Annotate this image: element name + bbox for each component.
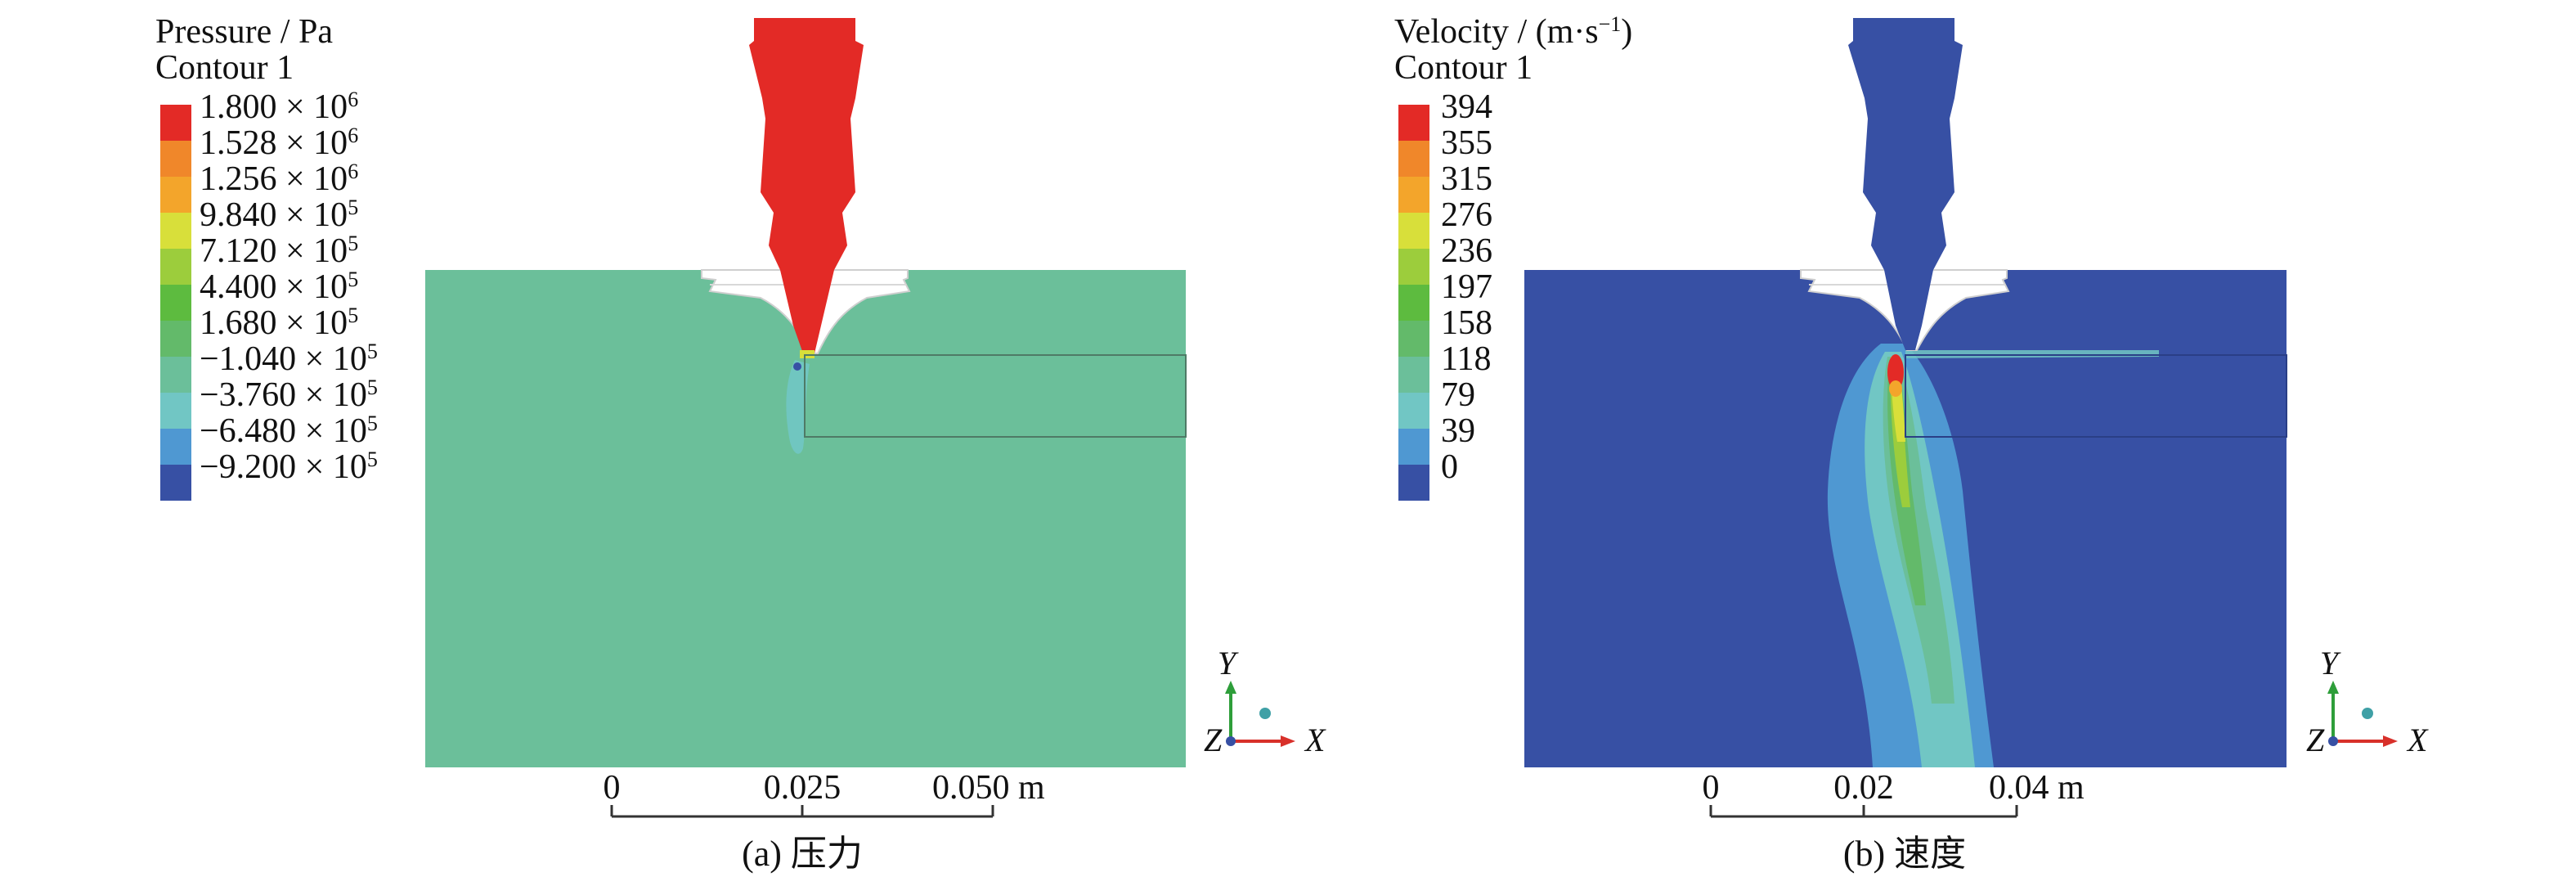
velocity-legend-title: Velocity / (m·s−1) (1394, 12, 1632, 51)
velocity-caption: (b) 速度 (1843, 834, 1966, 874)
triad-x-label: X (2406, 722, 2429, 758)
colorbar-label: −1.040 × 105 (200, 340, 378, 378)
triad-y-label: Y (2320, 645, 2341, 681)
triad-dot (2362, 708, 2373, 719)
colorbar-swatch (1398, 213, 1429, 249)
pressure-panel: Pressure / Pa Contour 1 1.800 × 1061.528… (155, 13, 1326, 874)
colorbar-label: 4.400 × 105 (200, 268, 358, 306)
colorbar-swatch (160, 213, 191, 249)
scale-tick-label: 0 (1703, 769, 1720, 807)
colorbar-swatch (160, 321, 191, 357)
colorbar-label: 118 (1441, 340, 1491, 378)
colorbar-label: 9.840 × 105 (200, 196, 358, 234)
colorbar-label: 1.800 × 106 (200, 88, 358, 126)
colorbar-swatch (160, 285, 191, 321)
pressure-wake (786, 360, 810, 454)
colorbar-swatch (1398, 357, 1429, 393)
velocity-hotspot (1887, 354, 1904, 390)
scale-tick-label: 0.050 m (932, 769, 1045, 807)
colorbar-label: 79 (1441, 376, 1475, 414)
colorbar-swatch (1398, 393, 1429, 429)
colorbar-label: −3.760 × 105 (200, 376, 378, 414)
velocity-legend: Velocity / (m·s−1) Contour 1 39435531527… (1394, 12, 1632, 501)
triad-x-arrow (1281, 735, 1295, 747)
colorbar-swatch (160, 465, 191, 501)
pressure-legend: Pressure / Pa Contour 1 1.800 × 1061.528… (155, 13, 378, 501)
colorbar-label: 236 (1441, 232, 1492, 270)
colorbar-swatch (160, 141, 191, 177)
colorbar-label: 0 (1441, 448, 1458, 486)
colorbar-label: 197 (1441, 268, 1492, 306)
colorbar-swatch (1398, 249, 1429, 285)
colorbar-label: −6.480 × 105 (200, 412, 378, 450)
colorbar-label: 315 (1441, 160, 1492, 198)
colorbar-swatch (160, 429, 191, 465)
triad-y-label: Y (1218, 645, 1239, 681)
colorbar-label: 1.256 × 106 (200, 160, 358, 198)
scale-tick-label: 0.025 (764, 769, 841, 807)
pressure-legend-title: Pressure / Pa (155, 13, 333, 51)
velocity-panel: Velocity / (m·s−1) Contour 1 39435531527… (1394, 12, 2429, 874)
velocity-scale-bar: 0 0.02 0.04 m (1703, 769, 2085, 818)
colorbar-swatch (160, 105, 191, 141)
triad-y-arrow (2327, 681, 2339, 694)
triad-origin (1226, 736, 1236, 746)
pressure-caption: (a) 压力 (742, 834, 863, 874)
scale-tick-label: 0.04 m (1989, 769, 2085, 807)
colorbar-swatch (1398, 285, 1429, 321)
velocity-hotspot-rim (1889, 380, 1902, 397)
colorbar-swatch (1398, 321, 1429, 357)
colorbar-label: 394 (1441, 88, 1492, 126)
colorbar-swatch (160, 249, 191, 285)
colorbar-swatch (160, 357, 191, 393)
colorbar-swatch (160, 393, 191, 429)
pressure-scale-bar: 0 0.025 0.050 m (604, 769, 1045, 818)
colorbar-swatch (1398, 177, 1429, 213)
colorbar-label: −9.200 × 105 (200, 447, 378, 486)
colorbar-label: 7.120 × 105 (200, 232, 358, 270)
colorbar-swatch (160, 177, 191, 213)
scale-tick-label: 0 (604, 769, 621, 807)
velocity-domain (1524, 18, 2287, 767)
triad-z-label: Z (2306, 722, 2325, 758)
pressure-jet (749, 18, 864, 353)
pressure-workpiece (804, 354, 1187, 438)
velocity-axis-triad: Y X Z (2306, 645, 2429, 758)
triad-x-arrow (2383, 735, 2398, 747)
pressure-legend-subtitle: Contour 1 (155, 49, 294, 87)
colorbar-swatch (1398, 465, 1429, 501)
colorbar-label: 1.528 × 106 (200, 124, 358, 162)
colorbar-label: 276 (1441, 196, 1492, 234)
triad-origin (2328, 736, 2338, 746)
colorbar-swatch (1398, 141, 1429, 177)
colorbar-label: 355 (1441, 124, 1492, 162)
colorbar-label: 39 (1441, 412, 1475, 450)
triad-z-label: Z (1204, 722, 1223, 758)
colorbar-label: 1.680 × 105 (200, 304, 358, 342)
velocity-workpiece (1905, 354, 2287, 438)
colorbar-label: 158 (1441, 304, 1492, 342)
velocity-jet (1848, 18, 1963, 350)
pressure-domain (425, 18, 1187, 767)
triad-x-label: X (1304, 722, 1326, 758)
scale-tick-label: 0.02 (1833, 769, 1894, 807)
colorbar-swatch (1398, 429, 1429, 465)
pressure-low-spot (793, 362, 801, 371)
velocity-legend-subtitle: Contour 1 (1394, 49, 1533, 87)
triad-dot (1259, 708, 1271, 719)
triad-y-arrow (1225, 681, 1236, 694)
colorbar-swatch (1398, 105, 1429, 141)
pressure-axis-triad: Y X Z (1204, 645, 1326, 758)
